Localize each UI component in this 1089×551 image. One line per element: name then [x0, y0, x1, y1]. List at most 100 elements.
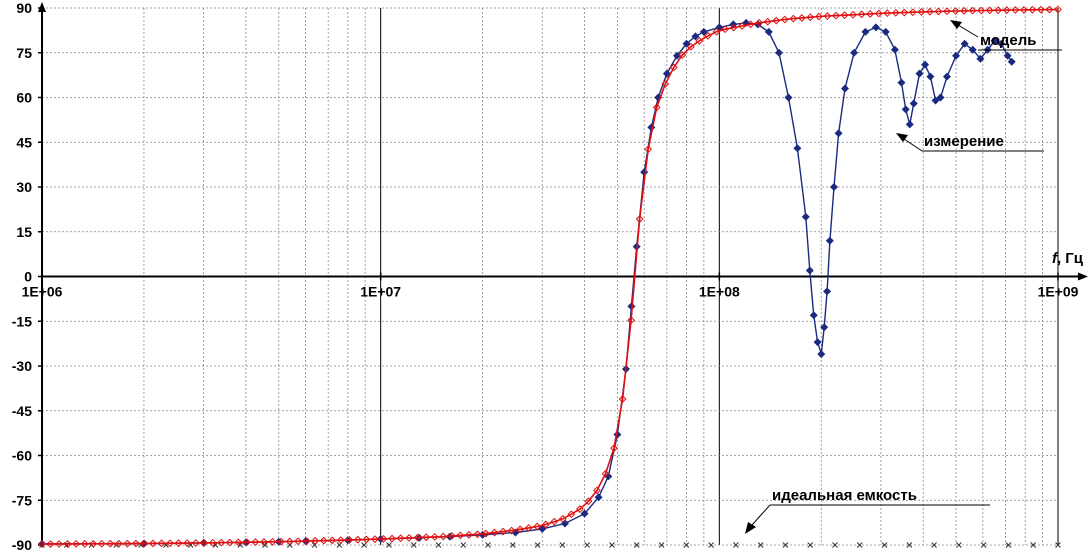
model-point — [456, 531, 465, 540]
model-point — [447, 532, 456, 540]
y-tick-label: 30 — [16, 179, 32, 195]
measurement-point — [881, 27, 890, 36]
model-point — [1045, 5, 1054, 14]
axes — [38, 2, 1088, 546]
model-point — [934, 7, 943, 16]
model-point — [353, 535, 362, 544]
ideal-point — [460, 542, 467, 548]
x-axis-label-unit: , Гц — [1057, 250, 1084, 267]
model-point — [849, 10, 857, 19]
model-point — [328, 536, 337, 545]
model-point — [379, 535, 388, 543]
x-tick-labels: 1E+06 1E+07 1E+08 1E+09 — [22, 284, 1079, 300]
measurement-point — [478, 530, 487, 539]
model-point — [200, 538, 209, 547]
model-point — [917, 8, 926, 16]
measurement-point — [834, 129, 843, 138]
model-point — [891, 8, 900, 17]
model-point — [994, 6, 1003, 15]
model-point — [857, 10, 866, 19]
model-point — [550, 517, 559, 526]
measurement-point — [861, 27, 870, 36]
model-point — [644, 145, 653, 154]
model-line — [42, 8, 1059, 545]
model-point — [797, 14, 806, 22]
model-point — [183, 539, 192, 547]
annotations: f, Гц модель измерение идеальная емкость — [745, 20, 1084, 534]
measurement-point — [813, 338, 822, 347]
model-label-leader — [957, 24, 979, 38]
model-point — [874, 9, 883, 18]
model-point — [89, 539, 98, 548]
measurement-point — [784, 93, 793, 102]
measurement-point — [805, 266, 814, 275]
model-point — [789, 14, 798, 23]
y-tick-label: 0 — [24, 269, 32, 285]
model-point — [319, 536, 328, 545]
model-point — [704, 31, 712, 40]
model-point — [533, 522, 542, 531]
measurement-point — [604, 472, 613, 481]
measurement-label-leader — [903, 138, 923, 152]
y-tick-label: -90 — [12, 537, 32, 551]
model-point — [763, 17, 772, 26]
x-tick-label: 1E+09 — [1038, 284, 1079, 300]
measurement-point — [793, 144, 802, 153]
model-point — [405, 533, 414, 542]
model-point — [499, 527, 507, 536]
measurement-point — [691, 32, 700, 41]
model-point — [772, 16, 781, 25]
model-point — [482, 529, 490, 538]
model-point — [132, 539, 140, 548]
ideal-arrow-icon — [745, 522, 756, 534]
model-point — [38, 540, 46, 549]
model-point — [490, 528, 499, 537]
model-arrow-icon — [950, 20, 962, 29]
model-point — [191, 539, 200, 547]
measurement-point — [850, 48, 859, 57]
model-point — [951, 7, 960, 15]
model-point — [575, 505, 584, 513]
model-point — [780, 15, 789, 24]
model-point — [396, 534, 405, 543]
measurement-arrow-icon — [896, 133, 908, 142]
measurement-point — [901, 105, 910, 114]
measurement-point — [580, 509, 589, 518]
measurement-point — [915, 69, 924, 78]
model-point — [968, 6, 977, 15]
model-point — [1002, 6, 1011, 14]
model-point — [166, 539, 174, 548]
model-point — [225, 538, 234, 547]
model-point — [1037, 5, 1045, 14]
measurement-point — [871, 23, 880, 32]
model-point — [755, 18, 764, 27]
model-point — [106, 539, 115, 548]
model-point — [123, 539, 132, 548]
model-point — [336, 536, 345, 545]
model-point — [883, 9, 892, 18]
measurement-point — [774, 48, 783, 57]
ideal-point — [1030, 542, 1037, 548]
model-point — [63, 540, 72, 548]
y-tick-label: 60 — [16, 90, 32, 106]
model-point — [208, 538, 217, 547]
model-point — [46, 540, 55, 548]
measurement-point — [1007, 57, 1016, 66]
ideal-point — [757, 542, 764, 548]
ideal-point — [262, 542, 268, 548]
model-point — [601, 469, 610, 478]
x-tick-label: 1E+07 — [360, 284, 401, 300]
ideal-point — [832, 542, 838, 548]
model-point — [832, 11, 840, 20]
model-point — [815, 12, 823, 21]
model-point — [174, 539, 183, 548]
model-point — [669, 63, 678, 72]
model-point — [234, 538, 243, 547]
model-point — [627, 316, 636, 325]
ideal-point — [633, 542, 640, 548]
ideal-label: идеальная емкость — [772, 487, 917, 504]
ideal-point — [881, 542, 888, 548]
x-axis-arrow-icon — [1078, 272, 1088, 281]
model-point — [661, 80, 670, 88]
model-point — [473, 530, 482, 539]
